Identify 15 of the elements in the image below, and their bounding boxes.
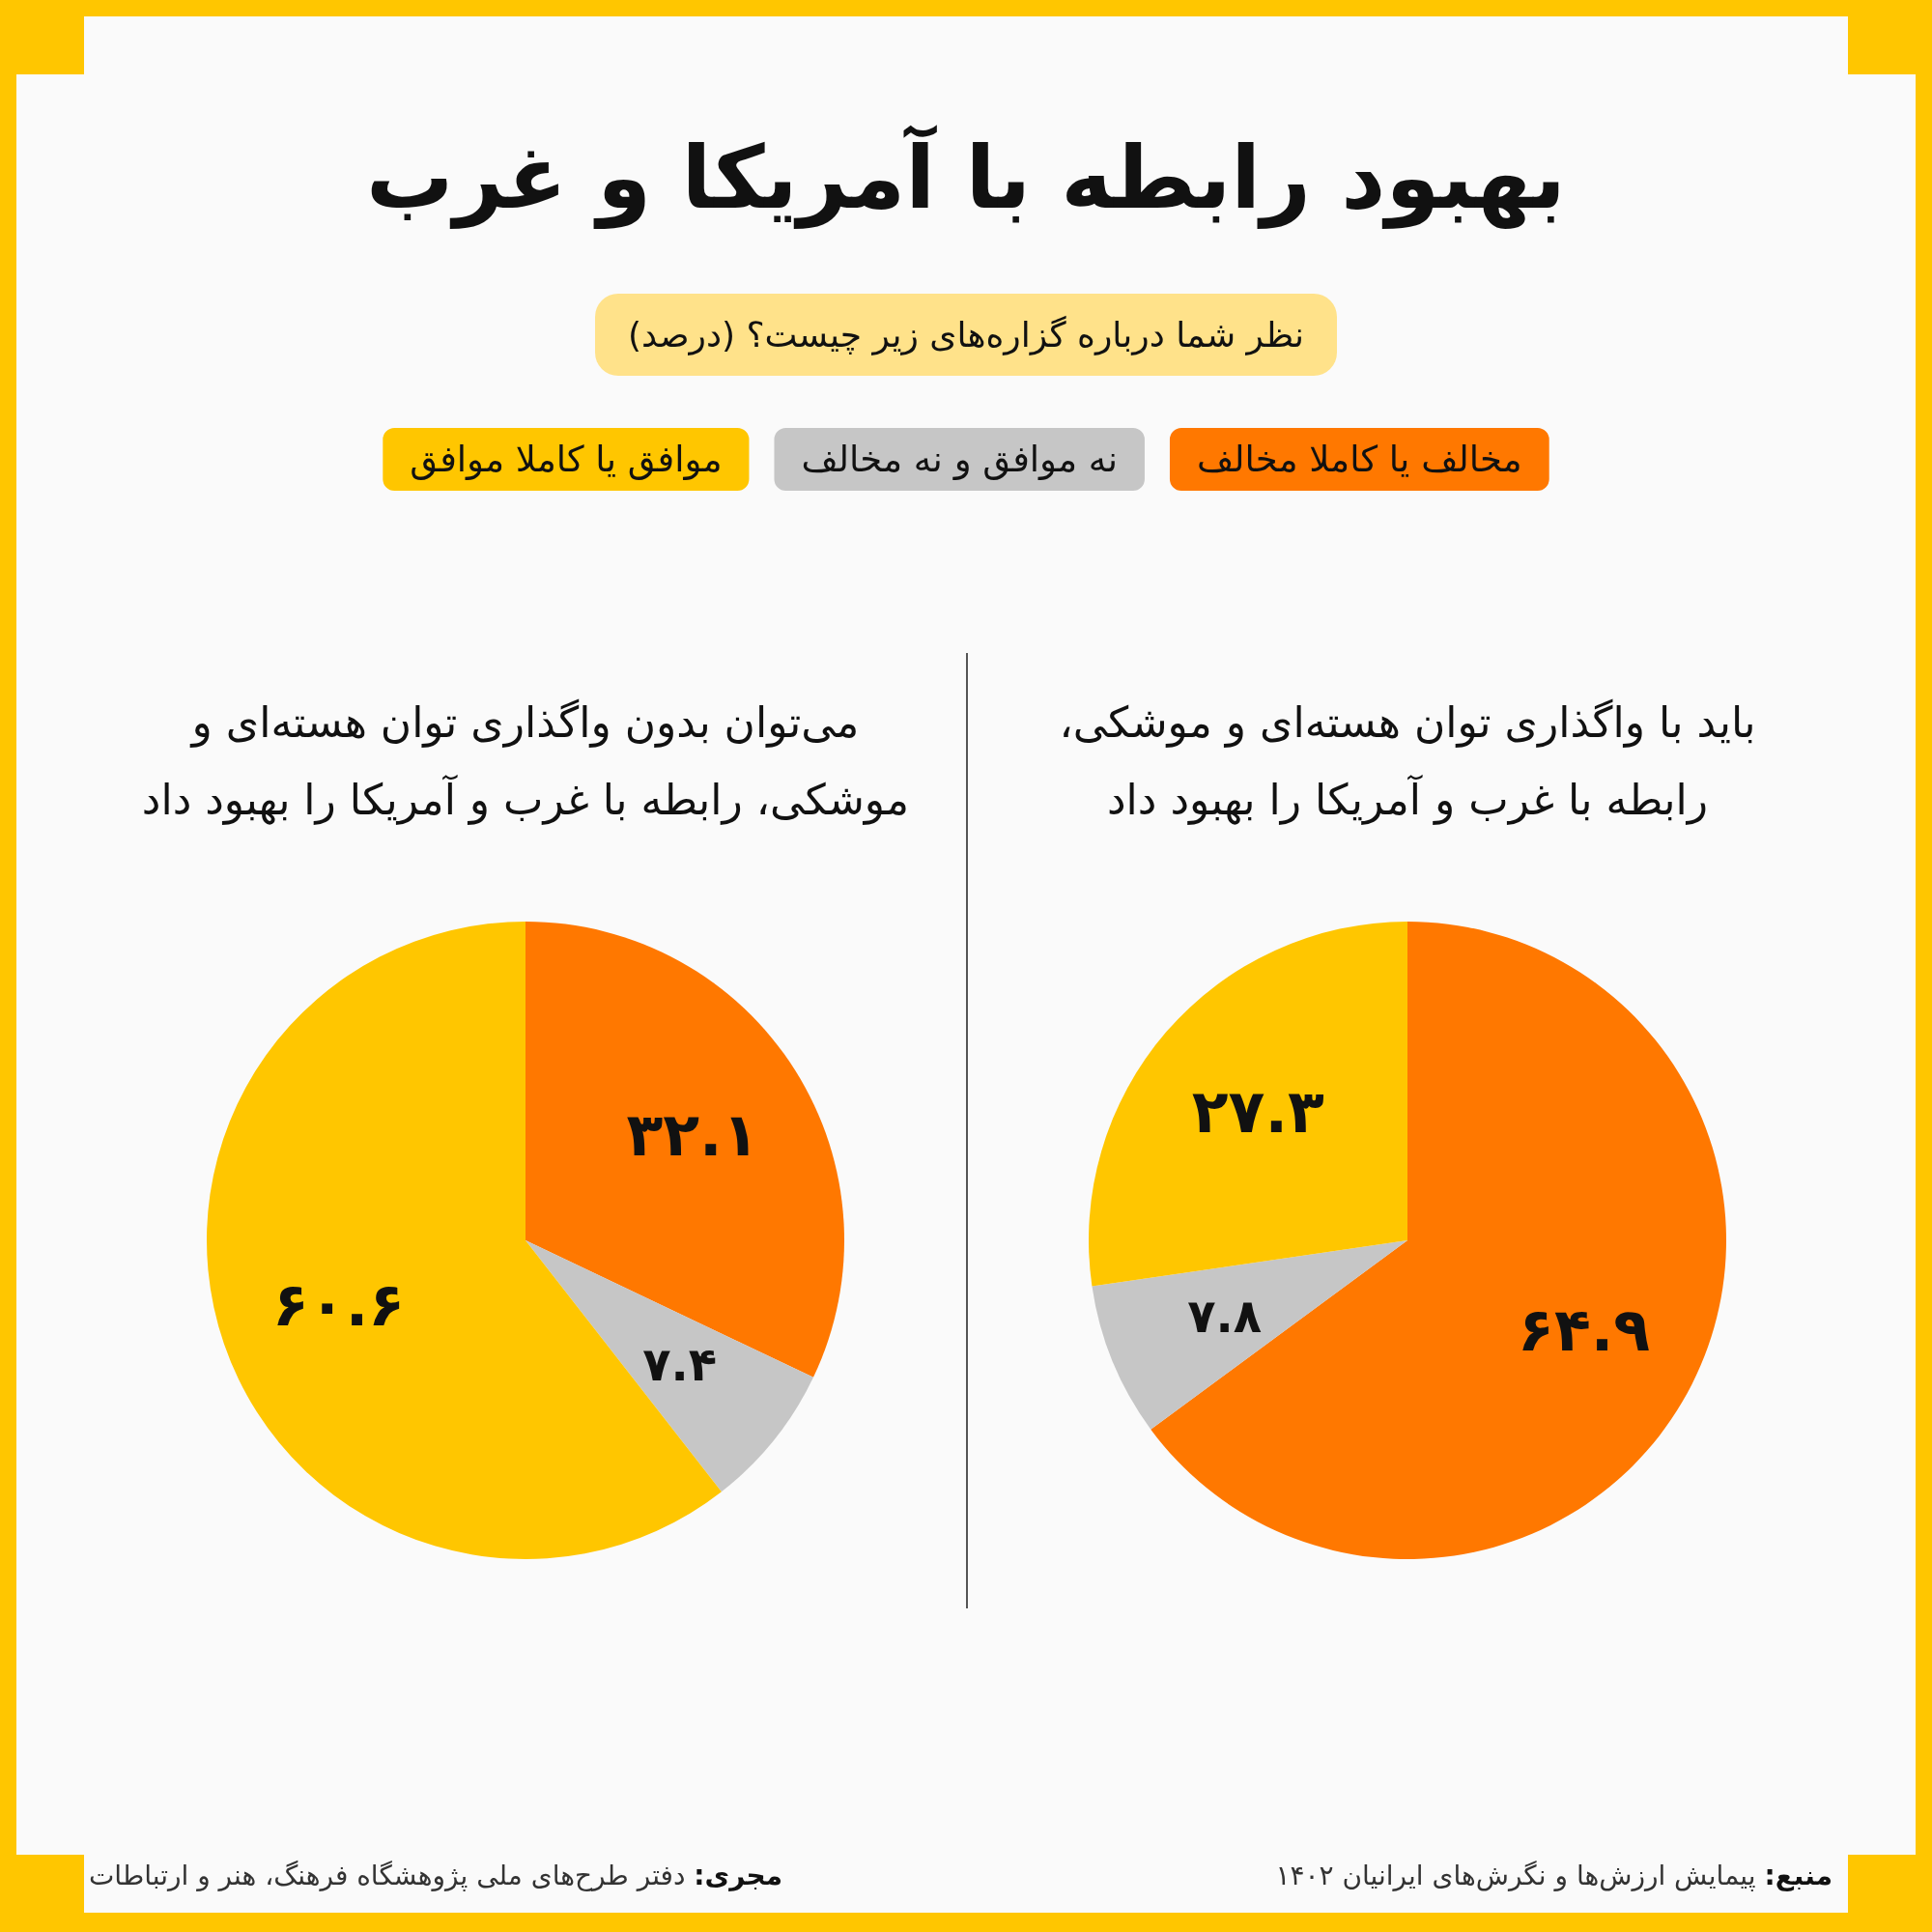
slice-label: می‌توان بدون واگذاری توان هسته‌ای و موشکی، رابطه با غرب و آمریکا را بهبود داد: [140, 696, 911, 827]
text: مجری: دفتر طرح‌های ملی پژوهشگاه فرهنگ، هنر و ارتباطات: [89, 1859, 783, 1893]
slice-label: باید با واگذاری توان هسته‌ای و موشکی، رابطه با غرب و آمریکا را بهبود داد: [1058, 696, 1757, 827]
legend-label: نه موافق و نه مخالف: [801, 439, 1118, 480]
text: منبع: پیمایش ارزش‌ها و نگرش‌های ایرانیان ۱۴۰۲: [1275, 1859, 1833, 1893]
data-label: ۷.۴: [642, 1337, 717, 1392]
legend-label: موافق یا کاملا موافق: [410, 439, 723, 480]
data-label: ۶۴.۹: [1518, 1293, 1651, 1365]
data-label: ۲۷.۳: [1191, 1075, 1324, 1147]
data-label: ۷.۸: [1187, 1288, 1263, 1343]
data-label: ۳۲.۱: [626, 1099, 759, 1171]
legend-label: مخالف یا کاملا مخالف: [1196, 439, 1522, 480]
data-label: ۶۰.۶: [271, 1269, 406, 1341]
chart-title: بهبود رابطه با آمریکا و غرب: [365, 124, 1567, 231]
chart-subtitle: نظر شما درباره گزاره‌های زیر چیست؟ (درصد): [595, 294, 1337, 376]
